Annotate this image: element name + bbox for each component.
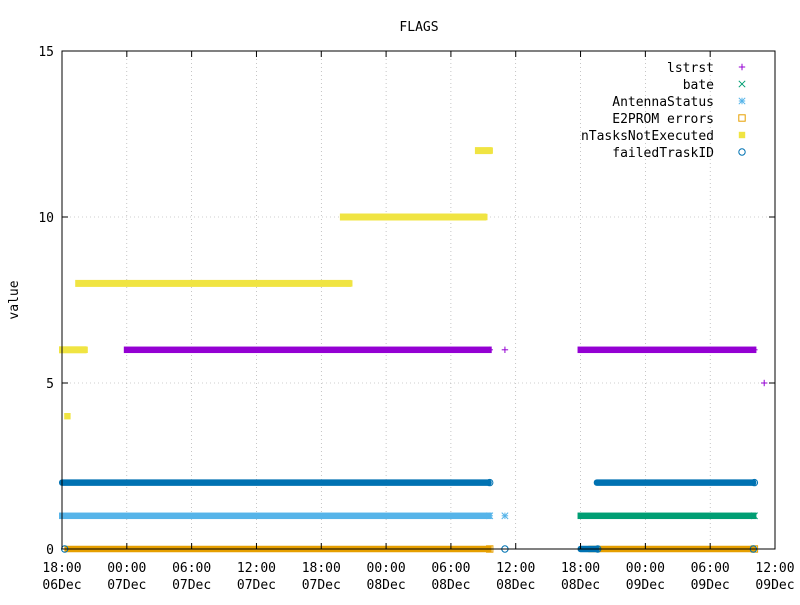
- series-marker: [486, 147, 493, 154]
- legend: lstrst bate AntennaStatus E2PROM errors nTas…: [581, 61, 746, 161]
- series-marker: [486, 346, 493, 353]
- legend-label: nTasksNotExecuted: [581, 129, 714, 144]
- series-marker: [486, 478, 494, 487]
- series-run: [59, 512, 492, 520]
- x-tick-label: 06Dec: [42, 578, 81, 593]
- x-tick-label: 00:00: [367, 561, 406, 576]
- x-tick-label: 07Dec: [172, 578, 211, 593]
- legend-label: E2PROM errors: [612, 112, 714, 127]
- x-tick-label: 00:00: [626, 561, 665, 576]
- axes: 18:00 06Dec 00:00 07Dec 06:00 07Dec 12:00 07Dec…: [38, 45, 794, 593]
- legend-item: E2PROM errors: [612, 112, 746, 127]
- series-marker: [346, 280, 353, 287]
- x-tick-label: 18:00: [42, 561, 81, 576]
- legend-item: lstrst: [667, 61, 746, 76]
- x-tick-label: 09Dec: [626, 578, 665, 593]
- series-antennastatus: [59, 512, 509, 520]
- x-tick-label: 07Dec: [302, 578, 341, 593]
- series-marker: [486, 512, 494, 520]
- legend-item: failedTraskID: [612, 146, 746, 161]
- x-tick-label: 08Dec: [431, 578, 470, 593]
- legend-label: failedTraskID: [612, 146, 714, 161]
- x-tick-label: 09Dec: [691, 578, 730, 593]
- legend-label: AntennaStatus: [612, 95, 714, 110]
- x-tick-label: 00:00: [107, 561, 146, 576]
- data-point: [501, 512, 509, 520]
- legend-item: bate: [683, 78, 746, 93]
- series-marker: [750, 512, 758, 520]
- series-run: [593, 479, 757, 486]
- x-tick-label: 06:00: [172, 561, 211, 576]
- series-marker: [81, 346, 88, 353]
- data-point: [760, 379, 768, 387]
- legend-marker: [738, 97, 746, 105]
- x-tick-label: 08Dec: [561, 578, 600, 593]
- series-failedtraskid: [59, 478, 759, 553]
- series-lstrst: [123, 346, 768, 387]
- legend-label: bate: [683, 78, 714, 93]
- series-marker: [750, 478, 759, 487]
- data-point: [64, 413, 71, 420]
- x-tick-label: 12:00: [237, 561, 276, 576]
- y-tick-label: 0: [46, 543, 54, 558]
- x-tick-label: 08Dec: [496, 578, 535, 593]
- plot-area: [59, 147, 768, 553]
- series-run: [75, 279, 352, 287]
- legend-marker: [738, 148, 746, 156]
- legend-item: nTasksNotExecuted: [581, 129, 746, 144]
- y-axis-label: value: [7, 280, 22, 319]
- plot-frame: [61, 50, 776, 550]
- y-tick-label: 5: [46, 377, 54, 392]
- x-tick-label: 07Dec: [107, 578, 146, 593]
- series-run: [339, 213, 487, 221]
- chart-title: FLAGS: [399, 20, 438, 35]
- x-tick-label: 08Dec: [367, 578, 406, 593]
- series-marker: [481, 213, 488, 221]
- series-run: [59, 479, 492, 486]
- x-tick-label: 06:00: [691, 561, 730, 576]
- x-tick-label: 18:00: [561, 561, 600, 576]
- y-tick-label: 10: [38, 211, 54, 226]
- legend-item: AntennaStatus: [612, 95, 746, 110]
- data-point: [501, 346, 509, 353]
- legend-marker: [738, 63, 746, 71]
- legend-label: lstrst: [667, 61, 714, 76]
- x-tick-label: 07Dec: [237, 578, 276, 593]
- x-tick-label: 12:00: [755, 561, 794, 576]
- legend-marker: [738, 114, 746, 122]
- series-run: [577, 512, 757, 520]
- series-marker: [751, 346, 758, 353]
- series-run: [123, 346, 492, 354]
- series-bate: [577, 512, 758, 520]
- series-run: [577, 346, 757, 354]
- x-tick-label: 06:00: [431, 561, 470, 576]
- series-run: [474, 147, 492, 155]
- x-tick-label: 12:00: [496, 561, 535, 576]
- series-run: [59, 346, 87, 354]
- series-ntasksnotexecuted: [59, 147, 493, 420]
- legend-marker: [738, 80, 746, 88]
- y-tick-label: 15: [38, 45, 54, 60]
- x-tick-label: 18:00: [302, 561, 341, 576]
- x-tick-label: 09Dec: [755, 578, 794, 593]
- legend-marker: [738, 131, 746, 139]
